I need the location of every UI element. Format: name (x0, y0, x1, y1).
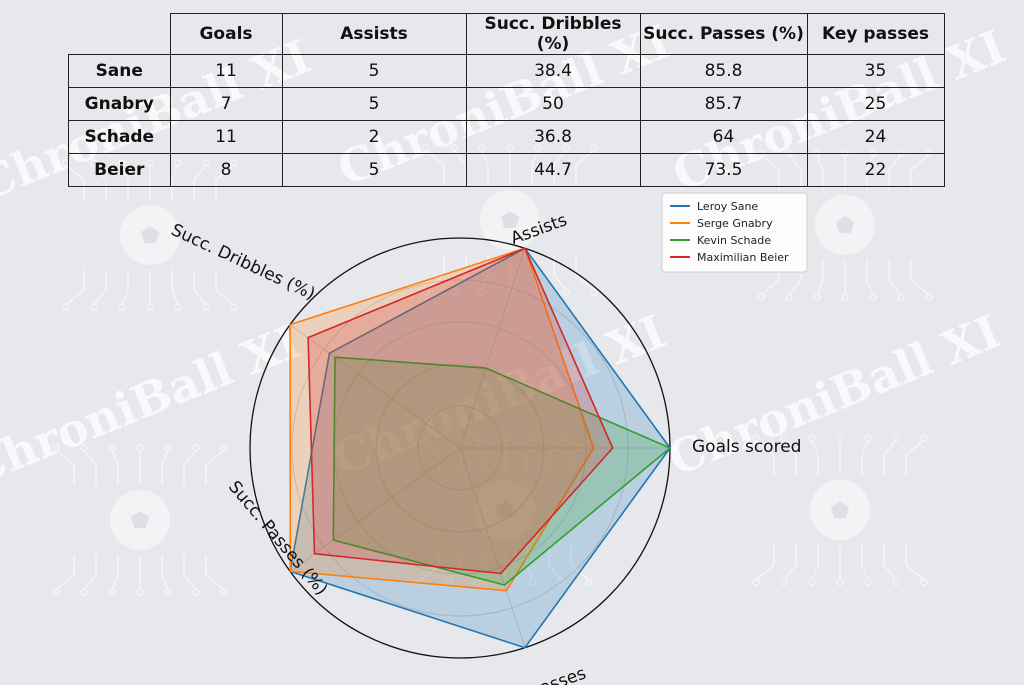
table-cell: 64 (639, 120, 808, 154)
table-row: Sane 11 5 38.4 85.8 35 (68, 54, 945, 88)
radar-series-group (289, 247, 671, 649)
column-header-key-passes: Key passes (806, 13, 945, 55)
legend-entry: Kevin Schade (697, 234, 771, 247)
table-cell: 11 (169, 54, 283, 88)
axis-label: Goals scored (692, 437, 801, 457)
column-header-passes: Succ. Passes (%) (639, 13, 808, 55)
table-header-row: Goals Assists Succ. Dribbles (%) Succ. P… (68, 13, 945, 55)
radar-grid (249, 237, 671, 659)
watermark-football-icon (752, 434, 928, 586)
legend-entry: Serge Gnabry (697, 217, 773, 230)
table-cell: 5 (281, 87, 467, 121)
radar-series-kevin-schade (332, 356, 671, 586)
table-cell: 5 (281, 153, 467, 187)
watermark-football-icon (417, 434, 593, 586)
legend-entry: Maximilian Beier (697, 251, 789, 264)
axis-label: Key passes (493, 663, 589, 685)
table-corner-cell (68, 13, 171, 55)
table-cell: 35 (806, 54, 945, 88)
table-cell: 73.5 (639, 153, 808, 187)
axis-label: Assists (508, 210, 570, 249)
legend-entry: Leroy Sane (697, 200, 758, 213)
axis-label: Succ. Dribbles (%) (168, 220, 318, 304)
stats-table: Goals Assists Succ. Dribbles (%) Succ. P… (68, 13, 945, 187)
legend-box (661, 192, 808, 273)
table-cell: 5 (281, 54, 467, 88)
chart-legend: Leroy Sane Serge Gnabry Kevin Schade Maximi… (661, 192, 808, 273)
table-cell: 11 (169, 120, 283, 154)
table-cell: 2 (281, 120, 467, 154)
radar-series-maximilian-beier (307, 247, 614, 575)
radar-series-serge-gnabry (289, 247, 595, 592)
table-cell: 36.8 (465, 120, 641, 154)
table-cell: 25 (806, 87, 945, 121)
column-header-goals: Goals (169, 13, 283, 55)
table-row: Gnabry 7 5 50 85.7 25 (68, 87, 945, 121)
row-name-gnabry: Gnabry (68, 87, 171, 121)
table-row: Beier 8 5 44.7 73.5 22 (68, 153, 945, 187)
radar-spoke (289, 447, 461, 572)
table-cell: 24 (806, 120, 945, 154)
watermark-football-icon (52, 444, 228, 596)
row-name-schade: Schade (68, 120, 171, 154)
table-cell: 38.4 (465, 54, 641, 88)
radar-spoke (459, 248, 526, 449)
radar-spoke (459, 447, 526, 648)
column-header-assists: Assists (281, 13, 467, 55)
row-name-beier: Beier (68, 153, 171, 187)
table-cell: 50 (465, 87, 641, 121)
table-row: Schade 11 2 36.8 64 24 (68, 120, 945, 154)
table-cell: 44.7 (465, 153, 641, 187)
table-cell: 85.8 (639, 54, 808, 88)
row-name-sane: Sane (68, 54, 171, 88)
column-header-dribbles: Succ. Dribbles (%) (465, 13, 641, 55)
radar-series-leroy-sane (289, 247, 671, 649)
radar-spoke (289, 324, 461, 449)
table-cell: 7 (169, 87, 283, 121)
table-cell: 85.7 (639, 87, 808, 121)
table-cell: 8 (169, 153, 283, 187)
table-cell: 22 (806, 153, 945, 187)
